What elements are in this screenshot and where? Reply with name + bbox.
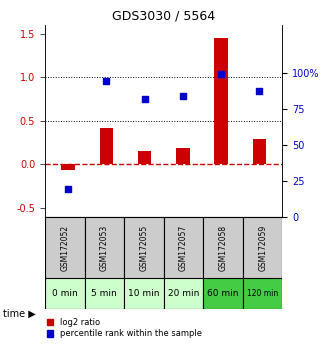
Bar xyxy=(176,148,190,164)
Point xyxy=(104,79,109,84)
Point xyxy=(219,72,224,77)
Bar xyxy=(214,38,228,164)
Text: 60 min: 60 min xyxy=(207,289,239,298)
Text: 10 min: 10 min xyxy=(128,289,160,298)
Point xyxy=(142,96,147,102)
Bar xyxy=(61,164,74,170)
Point xyxy=(65,187,71,192)
FancyBboxPatch shape xyxy=(164,278,203,309)
Text: GSM172053: GSM172053 xyxy=(100,224,109,271)
FancyBboxPatch shape xyxy=(203,217,243,278)
Point xyxy=(180,93,186,99)
Text: GSM172052: GSM172052 xyxy=(60,224,69,270)
FancyBboxPatch shape xyxy=(243,278,282,309)
Bar xyxy=(100,128,113,164)
Title: GDS3030 / 5564: GDS3030 / 5564 xyxy=(112,9,215,22)
FancyBboxPatch shape xyxy=(84,278,124,309)
FancyBboxPatch shape xyxy=(124,217,164,278)
Bar xyxy=(138,151,151,164)
FancyBboxPatch shape xyxy=(124,278,164,309)
Text: 120 min: 120 min xyxy=(247,289,278,298)
FancyBboxPatch shape xyxy=(45,278,84,309)
Bar xyxy=(253,139,266,164)
Legend: log2 ratio, percentile rank within the sample: log2 ratio, percentile rank within the s… xyxy=(47,318,202,338)
FancyBboxPatch shape xyxy=(243,217,282,278)
Text: GSM172058: GSM172058 xyxy=(219,224,228,270)
FancyBboxPatch shape xyxy=(164,217,203,278)
Text: GSM172059: GSM172059 xyxy=(258,224,267,271)
Text: time ▶: time ▶ xyxy=(3,308,36,318)
Point xyxy=(257,88,262,94)
Text: GSM172057: GSM172057 xyxy=(179,224,188,271)
Text: 5 min: 5 min xyxy=(91,289,117,298)
Text: GSM172055: GSM172055 xyxy=(139,224,148,271)
FancyBboxPatch shape xyxy=(45,217,84,278)
FancyBboxPatch shape xyxy=(84,217,124,278)
FancyBboxPatch shape xyxy=(203,278,243,309)
Text: 20 min: 20 min xyxy=(168,289,199,298)
Text: 0 min: 0 min xyxy=(52,289,78,298)
